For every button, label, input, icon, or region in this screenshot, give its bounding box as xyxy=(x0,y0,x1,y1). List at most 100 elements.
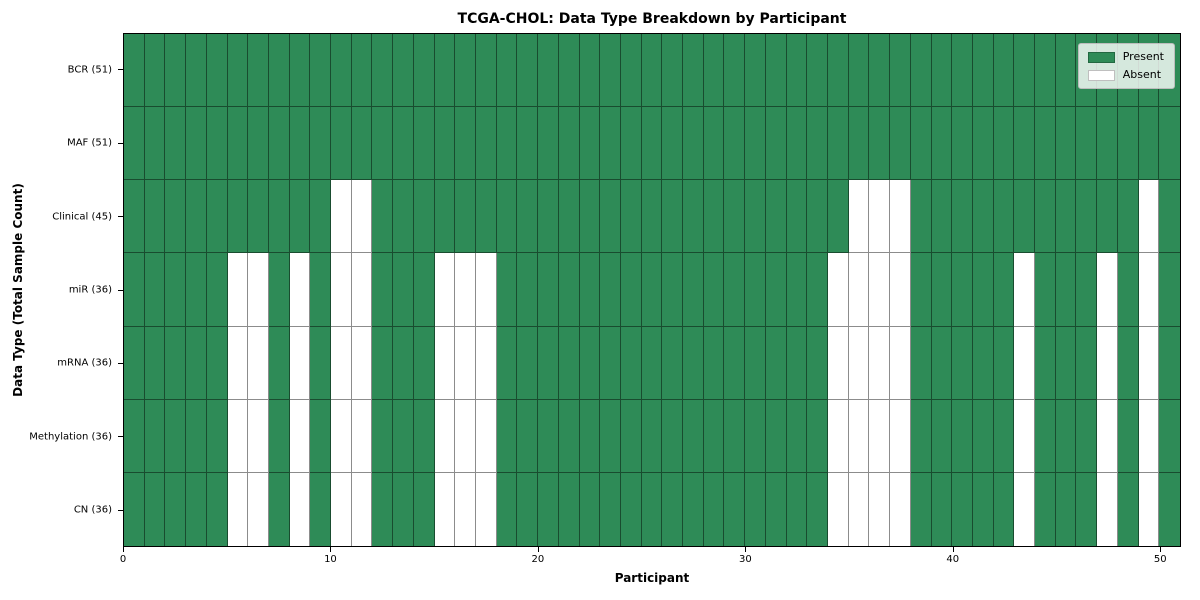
heatmap-cell xyxy=(952,253,973,327)
chart-title: TCGA-CHOL: Data Type Breakdown by Partic… xyxy=(457,11,847,27)
heatmap-cell xyxy=(227,107,249,181)
heatmap-cell xyxy=(434,180,456,254)
heatmap-cell xyxy=(331,472,352,546)
heatmap-cell xyxy=(186,107,207,181)
legend-swatch-icon xyxy=(1087,69,1115,81)
heatmap-cell xyxy=(476,180,497,254)
heatmap-cell xyxy=(828,34,849,108)
heatmap-cell xyxy=(620,34,642,108)
x-tick-mark xyxy=(123,547,124,552)
heatmap-cell xyxy=(227,399,249,473)
heatmap-cell xyxy=(1138,180,1160,254)
heatmap-cell xyxy=(620,472,642,546)
y-tick-label: Methylation (36) xyxy=(29,431,112,443)
heatmap-cell xyxy=(993,180,1015,254)
heatmap-cell xyxy=(517,180,539,254)
heatmap-cell xyxy=(1055,253,1077,327)
heatmap-cell xyxy=(165,34,187,108)
heatmap-cell xyxy=(289,34,311,108)
heatmap-cell xyxy=(165,107,187,181)
heatmap-cell xyxy=(1097,253,1118,327)
x-tick-label: 20 xyxy=(531,554,545,565)
heatmap-cell xyxy=(413,399,435,473)
heatmap-cell xyxy=(890,253,911,327)
heatmap-cell xyxy=(434,472,456,546)
heatmap-cell xyxy=(289,326,311,400)
heatmap-cell xyxy=(558,399,580,473)
heatmap-cell xyxy=(972,472,994,546)
heatmap-cell xyxy=(703,326,725,400)
heatmap-cell xyxy=(165,399,187,473)
heatmap-cell xyxy=(1117,253,1139,327)
heatmap-cell xyxy=(745,472,766,546)
heatmap-cell xyxy=(600,34,621,108)
heatmap-cell xyxy=(206,107,228,181)
heatmap-cell xyxy=(745,326,766,400)
heatmap-cell xyxy=(683,326,704,400)
heatmap-cell xyxy=(620,107,642,181)
heatmap-cell xyxy=(579,107,601,181)
heatmap-cell xyxy=(1138,253,1160,327)
heatmap-cell xyxy=(1159,180,1180,254)
heatmap-cell xyxy=(641,107,663,181)
heatmap-cell xyxy=(124,253,145,327)
heatmap-cell xyxy=(124,472,145,546)
heatmap-cell xyxy=(289,399,311,473)
heatmap-cell xyxy=(807,180,828,254)
y-tick-label: miR (36) xyxy=(68,284,112,296)
legend-swatch-icon xyxy=(1087,51,1115,63)
heatmap-cell xyxy=(972,253,994,327)
heatmap-cell xyxy=(620,253,642,327)
y-tick-mark xyxy=(118,509,123,511)
heatmap-cell xyxy=(952,399,973,473)
x-tick-mark xyxy=(745,547,747,552)
x-tick-mark xyxy=(330,547,332,552)
heatmap-cell xyxy=(538,34,559,108)
heatmap-cell xyxy=(1035,472,1056,546)
heatmap-cell xyxy=(413,253,435,327)
heatmap-cell xyxy=(455,472,476,546)
heatmap-cell xyxy=(703,107,725,181)
heatmap-cell xyxy=(227,326,249,400)
heatmap-cell xyxy=(351,34,373,108)
heatmap-cell xyxy=(1117,107,1139,181)
heatmap-cell xyxy=(931,472,953,546)
x-tick-label: 50 xyxy=(1153,554,1167,565)
heatmap-cell xyxy=(413,34,435,108)
heatmap-cell xyxy=(579,472,601,546)
heatmap-cell xyxy=(331,253,352,327)
heatmap-cell xyxy=(1055,180,1077,254)
heatmap-cell xyxy=(165,253,187,327)
heatmap-cell xyxy=(538,180,559,254)
heatmap-cell xyxy=(1014,34,1036,108)
heatmap-cell xyxy=(620,399,642,473)
heatmap-cell xyxy=(206,180,228,254)
heatmap-cell xyxy=(517,326,539,400)
heatmap-cell xyxy=(331,34,352,108)
heatmap-cell xyxy=(268,399,290,473)
heatmap-cell xyxy=(331,326,352,400)
heatmap-cell xyxy=(1076,326,1098,400)
heatmap-cell xyxy=(476,472,497,546)
heatmap-cell xyxy=(1076,399,1098,473)
heatmap-cell xyxy=(538,326,559,400)
heatmap-cell xyxy=(538,107,559,181)
heatmap-cell xyxy=(579,253,601,327)
heatmap-cell xyxy=(952,34,973,108)
legend-label: Present xyxy=(1122,50,1164,63)
heatmap-cell xyxy=(289,107,311,181)
heatmap-cell xyxy=(662,107,684,181)
heatmap-cell xyxy=(496,107,518,181)
heatmap-cell xyxy=(662,472,684,546)
heatmap-cell xyxy=(848,107,870,181)
heatmap-cell xyxy=(869,472,891,546)
legend-item: Present xyxy=(1087,50,1164,63)
heatmap-cell xyxy=(413,326,435,400)
heatmap-cell xyxy=(1076,107,1098,181)
heatmap-cell xyxy=(434,34,456,108)
heatmap-cell xyxy=(786,180,808,254)
heatmap-cell xyxy=(703,399,725,473)
heatmap-cell xyxy=(413,107,435,181)
heatmap-cell xyxy=(393,107,414,181)
heatmap-cell xyxy=(517,399,539,473)
